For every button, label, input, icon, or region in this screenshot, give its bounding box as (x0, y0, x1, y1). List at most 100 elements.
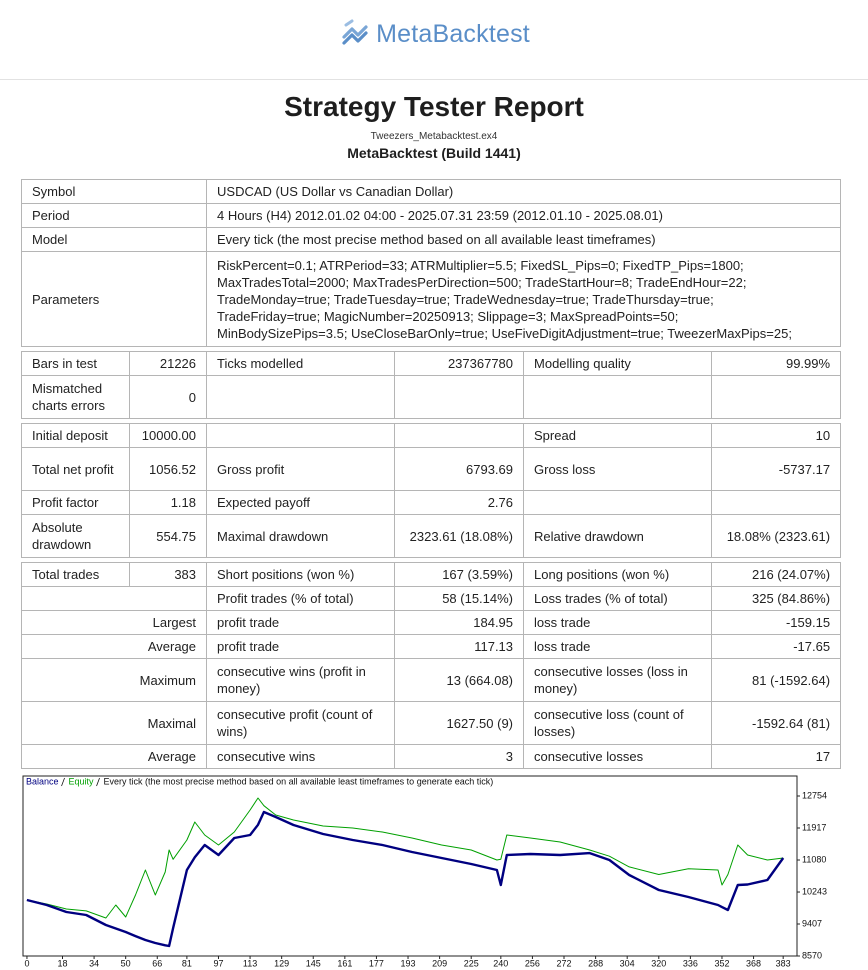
table-cell: Maximal drawdown (206, 514, 396, 558)
table-cell: Profit factor (21, 490, 130, 515)
table-cell: consecutive losses (523, 744, 713, 769)
table-cell: Expected payoff (206, 490, 396, 515)
table-cell (523, 375, 713, 419)
table-cell: 10 (711, 423, 842, 448)
table-row: Initial deposit 10000.00 Spread 10 (21, 423, 842, 448)
x-tick-label: 50 (121, 958, 131, 968)
legend-separator (96, 777, 100, 787)
table-cell (711, 375, 842, 419)
table-row: Maximum consecutive wins (profit in money… (20, 658, 842, 702)
table-cell: USDCAD (US Dollar vs Canadian Dollar) (206, 179, 842, 204)
x-tick-label: 34 (89, 958, 99, 968)
table-cell: 0 (128, 375, 208, 419)
table-cell (20, 586, 208, 611)
table-cell: 117.13 (394, 634, 525, 659)
y-tick-label: 8570 (802, 950, 822, 960)
table-cell: 383 (128, 562, 208, 587)
table-cell: 58 (15.14%) (394, 586, 525, 611)
table-cell: 2.76 (394, 490, 525, 515)
table-cell: Spread (523, 423, 713, 448)
table-cell: Average (20, 634, 208, 659)
logo-icon (342, 19, 368, 45)
file-name: Tweezers_Metabacktest.ex4 (370, 131, 498, 142)
x-tick-label: 161 (337, 958, 352, 968)
series-line (26, 810, 785, 948)
table-cell: Initial deposit (21, 423, 130, 448)
table-cell: Largest (20, 610, 208, 635)
top-bar: MetaBacktest (0, 0, 868, 80)
table-cell: -17.65 (711, 634, 842, 659)
table-cell: Long positions (won %) (523, 562, 713, 587)
x-tick-label: 145 (306, 958, 321, 968)
table-row: Profit trades (% of total) 58 (15.14%) Los… (20, 586, 842, 611)
table-cell (711, 490, 842, 515)
table-cell: 17 (711, 744, 842, 769)
table-cell: 1627.50 (9) (394, 701, 525, 745)
text-line: TradeMonday=true; TradeTuesday=true; Tra… (217, 291, 714, 307)
table-cell: 10000.00 (128, 423, 208, 448)
table-cell: 13 (664.08) (394, 658, 525, 702)
table-cell: 21226 (128, 351, 208, 376)
table-cell: Parameters (20, 251, 208, 347)
table-row: Largest profit trade 184.95 loss trade -159.… (20, 610, 842, 635)
table-cell: -1592.64 (81) (711, 701, 842, 745)
table-cell: -5737.17 (711, 447, 842, 491)
table-cell: 167 (3.59%) (394, 562, 525, 587)
table-cell: -159.15 (711, 610, 842, 635)
text-line: TradeFriday=true; MagicNumber=20250913; … (217, 308, 679, 324)
table-row: Total trades 383 Short positions (won %) 16… (21, 562, 842, 587)
table-cell: Modelling quality (523, 351, 713, 376)
table-cell: RiskPercent=0.1; ATRPeriod=33; ATRMultip… (206, 251, 842, 347)
table-cell (394, 423, 525, 448)
report-title: Strategy Tester Report (284, 91, 584, 122)
table-cell: 3 (394, 744, 525, 769)
x-tick-label: 256 (525, 958, 540, 968)
table-row: Symbol USDCAD (US Dollar vs Canadian Doll… (20, 179, 842, 204)
brand: MetaBacktest (376, 19, 530, 48)
x-tick-label: 81 (182, 958, 192, 968)
table-cell: Bars in test (21, 351, 130, 376)
y-tick-label: 11917 (802, 822, 826, 832)
x-tick-label: 97 (213, 958, 223, 968)
table-cell: Absolute drawdown (21, 514, 130, 558)
x-tick-label: 304 (620, 958, 635, 968)
table-cell: Maximum (20, 658, 208, 702)
x-tick-label: 336 (683, 958, 698, 968)
table-row: Mismatched charts errors 0 (21, 375, 842, 419)
table-row: Bars in test 21226 Ticks modelled 237367780… (21, 351, 842, 376)
text-line (342, 25, 368, 39)
logo: MetaBacktest (0, 14, 868, 54)
x-tick-label: 240 (493, 958, 508, 968)
table-row: Maximal consecutive profit (count of wins… (20, 701, 842, 745)
table-cell: consecutive loss (count of losses) (523, 701, 713, 745)
table-cell: Relative drawdown (523, 514, 713, 558)
x-tick-label: 272 (556, 958, 571, 968)
table-cell: Total net profit (21, 447, 130, 491)
table-cell (206, 375, 396, 419)
table-row: Profit factor 1.18 Expected payoff 2.76 (21, 490, 842, 515)
table-cell: Model (20, 227, 208, 252)
table-cell: 184.95 (394, 610, 525, 635)
table-cell: Loss trades (% of total) (523, 586, 713, 611)
table-cell: 1.18 (128, 490, 208, 515)
table-cell: 237367780 (394, 351, 525, 376)
balance-chart: 8570 9407 10243 11080 11917 12754 0 18 34 50 66 81 9… (21, 773, 841, 970)
x-tick-label: 18 (57, 958, 67, 968)
table-row: Parameters RiskPercent=0.1; ATRPeriod=33… (20, 251, 842, 347)
legend-note: Every tick (the most precise method base… (104, 776, 494, 786)
table-row: Absolute drawdown 554.75 Maximal drawdown 2… (21, 514, 842, 558)
table-cell: consecutive wins (profit in money) (206, 658, 396, 702)
x-tick-label: 368 (746, 958, 761, 968)
table-cell: 1056.52 (128, 447, 208, 491)
text-line: MinBodySizePips=3.5; UseCloseBarOnly=tru… (217, 325, 792, 341)
series-line (26, 797, 784, 919)
table-cell: Average (20, 744, 208, 769)
x-tick-label: 113 (243, 958, 257, 968)
legend-entry: Equity (69, 776, 95, 786)
plot-frame (22, 775, 798, 957)
build: MetaBacktest (Build 1441) (347, 145, 521, 161)
table-cell: 325 (84.86%) (711, 586, 842, 611)
x-tick-label: 352 (714, 958, 729, 968)
